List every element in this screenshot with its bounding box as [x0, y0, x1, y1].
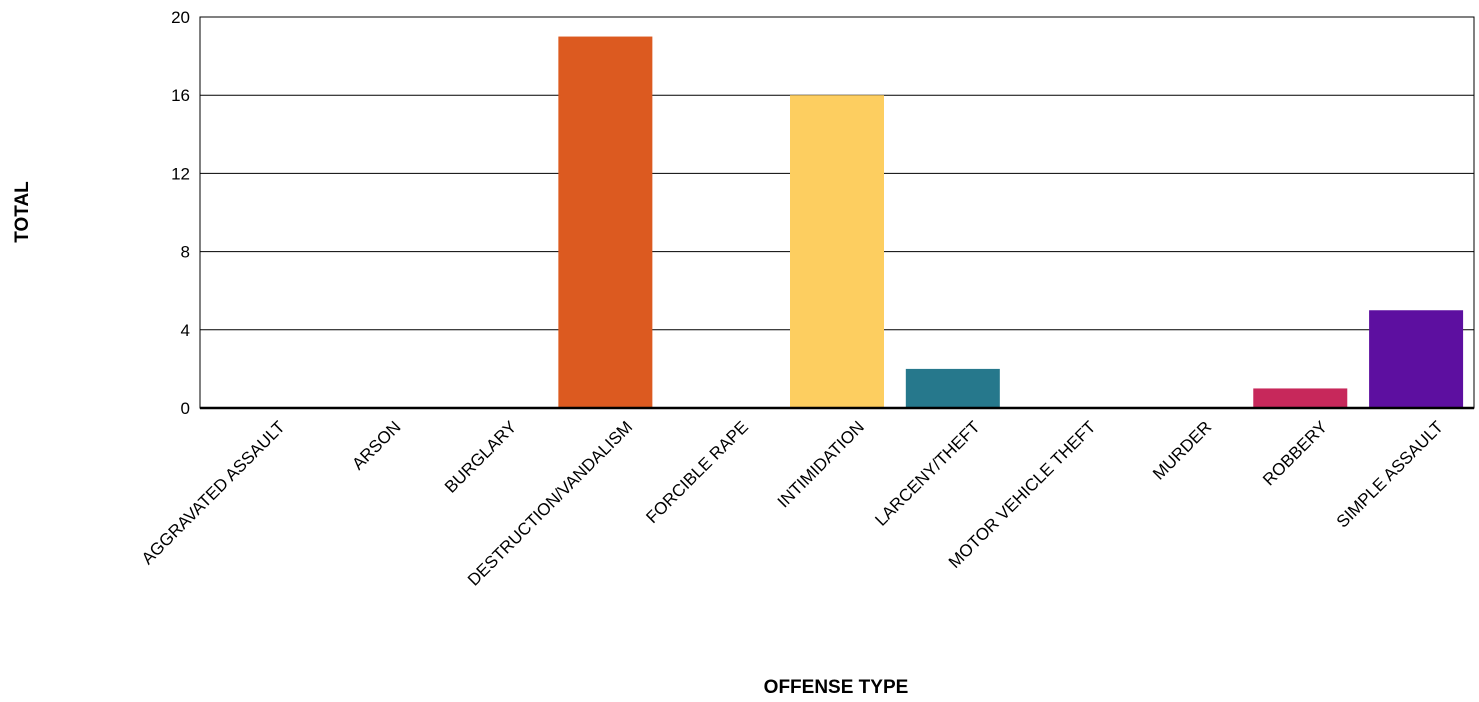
x-tick-label: AGGRAVATED ASSAULT: [138, 417, 289, 568]
x-tick-label: FORCIBLE RAPE: [642, 417, 752, 527]
x-tick-labels: AGGRAVATED ASSAULT ARSON BURGLARYDESTRUCTI…: [138, 417, 1447, 589]
x-tick-label: BURGLARY: [441, 417, 520, 496]
y-tick-label: 4: [181, 321, 190, 340]
plot-frame: [199, 16, 1475, 410]
y-axis-title: TOTAL: [12, 181, 33, 243]
bar: [790, 95, 884, 408]
x-tick-label: ARSON: [348, 417, 404, 473]
x-tick-label: ROBBERY: [1259, 417, 1331, 489]
bar: [1369, 310, 1464, 408]
y-tick-label: 8: [181, 243, 190, 262]
x-tick-label: INTIMIDATION: [774, 417, 868, 511]
x-tick-label: MURDER: [1149, 417, 1215, 483]
x-tick-label: SIMPLE ASSAULT: [1333, 417, 1447, 531]
bar: [558, 36, 653, 409]
x-axis-title: OFFENSE TYPE: [764, 677, 909, 698]
y-tick-label: 12: [171, 164, 190, 183]
bars: [558, 36, 1464, 409]
bar: [1253, 388, 1348, 408]
y-tick-label: 0: [181, 399, 190, 418]
bar: [905, 368, 1000, 408]
y-tick-label: 16: [171, 86, 190, 105]
y-tick-label: 20: [171, 8, 190, 27]
y-tick-labels: 0 4 8 12 16 20: [171, 8, 190, 418]
x-tick-label: LARCENY/THEFT: [871, 417, 983, 529]
